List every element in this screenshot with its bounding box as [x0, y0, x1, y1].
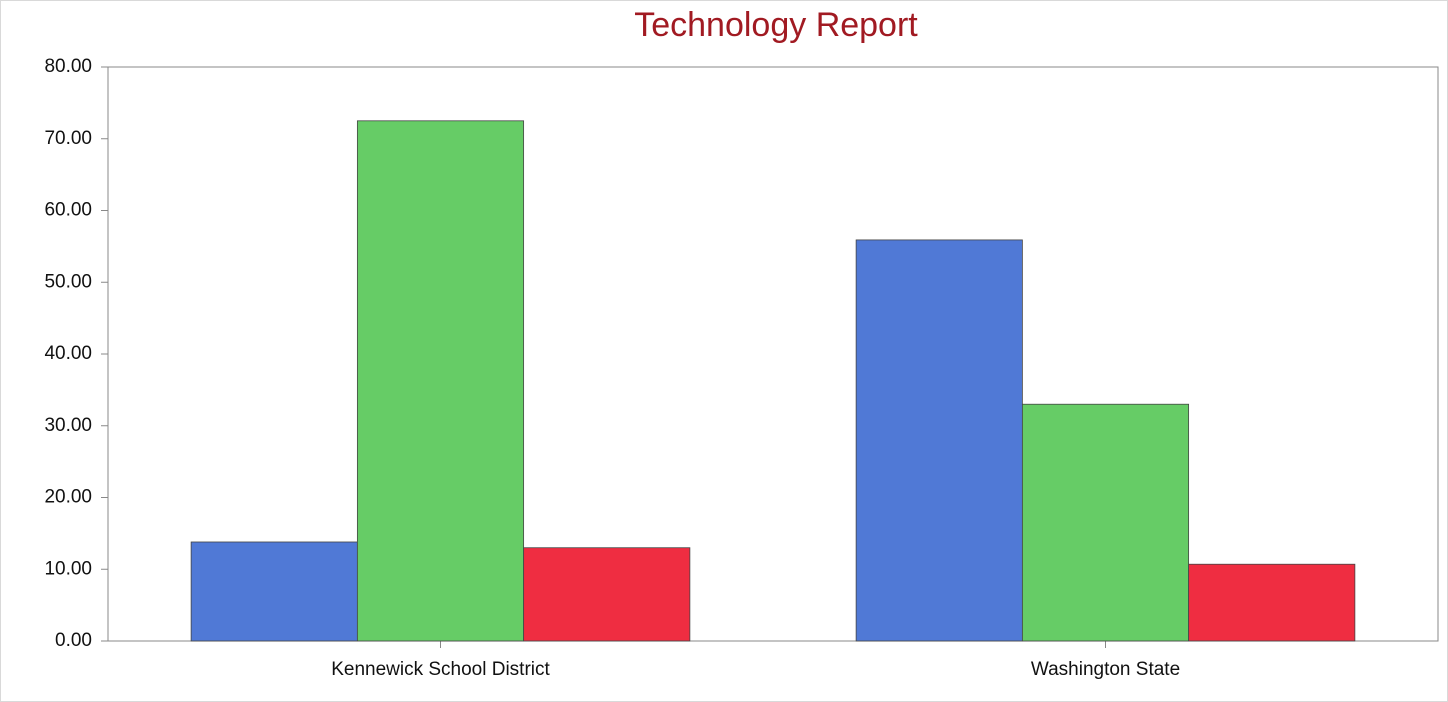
- y-tick-label: 30.00: [44, 415, 92, 436]
- x-tick-label: Kennewick School District: [331, 659, 550, 680]
- y-tick-label: 10.00: [44, 558, 92, 579]
- bar: [1188, 563, 1356, 642]
- y-tick-label: 50.00: [44, 271, 92, 292]
- bar: [190, 541, 358, 642]
- bar: [523, 547, 691, 642]
- y-tick-label: 20.00: [44, 487, 92, 508]
- y-tick-label: 40.00: [44, 343, 92, 364]
- y-tick-label: 70.00: [44, 128, 92, 149]
- y-tick-label: 0.00: [55, 630, 92, 651]
- bar: [1021, 403, 1190, 642]
- y-tick-label: 80.00: [44, 56, 92, 77]
- bar: [356, 120, 525, 642]
- bar: [855, 239, 1023, 642]
- y-tick-label: 60.00: [44, 200, 92, 221]
- chart-title: Technology Report: [634, 6, 918, 44]
- x-tick-label: Washington State: [1031, 659, 1180, 680]
